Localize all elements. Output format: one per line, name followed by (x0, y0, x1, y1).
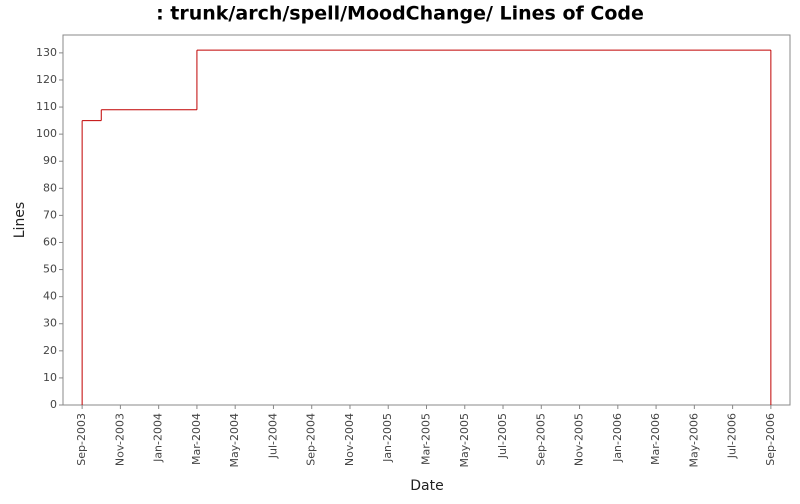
x-tick-label: Mar-2005 (420, 413, 433, 465)
chart-title: : trunk/arch/spell/MoodChange/ Lines of … (156, 3, 644, 25)
x-tick-label: Jul-2005 (496, 413, 509, 459)
y-tick-label: 90 (43, 154, 57, 167)
x-tick-label: May-2005 (458, 413, 471, 468)
y-tick-label: 0 (50, 398, 57, 411)
x-tick-label: Jan-2006 (611, 413, 624, 463)
y-tick-label: 110 (36, 100, 57, 113)
y-tick-label: 120 (36, 73, 57, 86)
x-tick-label: Sep-2005 (534, 413, 547, 466)
x-axis-label: Date (410, 478, 443, 494)
x-tick-label: Nov-2005 (573, 413, 586, 466)
x-tick-label: Jan-2005 (381, 413, 394, 463)
x-tick-label: Jul-2006 (726, 413, 739, 459)
x-tick-label: Sep-2004 (305, 413, 318, 466)
y-tick-label: 10 (43, 371, 57, 384)
y-axis-label: Lines (12, 202, 28, 238)
x-tick-label: May-2006 (687, 413, 700, 468)
y-tick-label: 130 (36, 46, 57, 59)
y-tick-label: 100 (36, 127, 57, 140)
y-tick-label: 20 (43, 344, 57, 357)
y-tick-label: 50 (43, 263, 57, 276)
x-tick-label: Nov-2004 (343, 413, 356, 466)
y-tick-label: 30 (43, 317, 57, 330)
plot-area (62, 34, 791, 406)
x-tick-label: Sep-2006 (764, 413, 777, 466)
y-tick-label: 70 (43, 208, 57, 221)
y-tick-label: 60 (43, 235, 57, 248)
x-tick-label: Nov-2003 (113, 413, 126, 466)
x-tick-label: Jan-2004 (152, 413, 165, 463)
x-tick-label: Mar-2006 (649, 413, 662, 465)
x-tick-label: Mar-2004 (190, 413, 203, 465)
x-tick-label: Jul-2004 (266, 413, 279, 459)
x-tick-label: May-2004 (228, 413, 241, 468)
x-tick-label: Sep-2003 (75, 413, 88, 466)
y-tick-label: 40 (43, 290, 57, 303)
y-tick-label: 80 (43, 181, 57, 194)
